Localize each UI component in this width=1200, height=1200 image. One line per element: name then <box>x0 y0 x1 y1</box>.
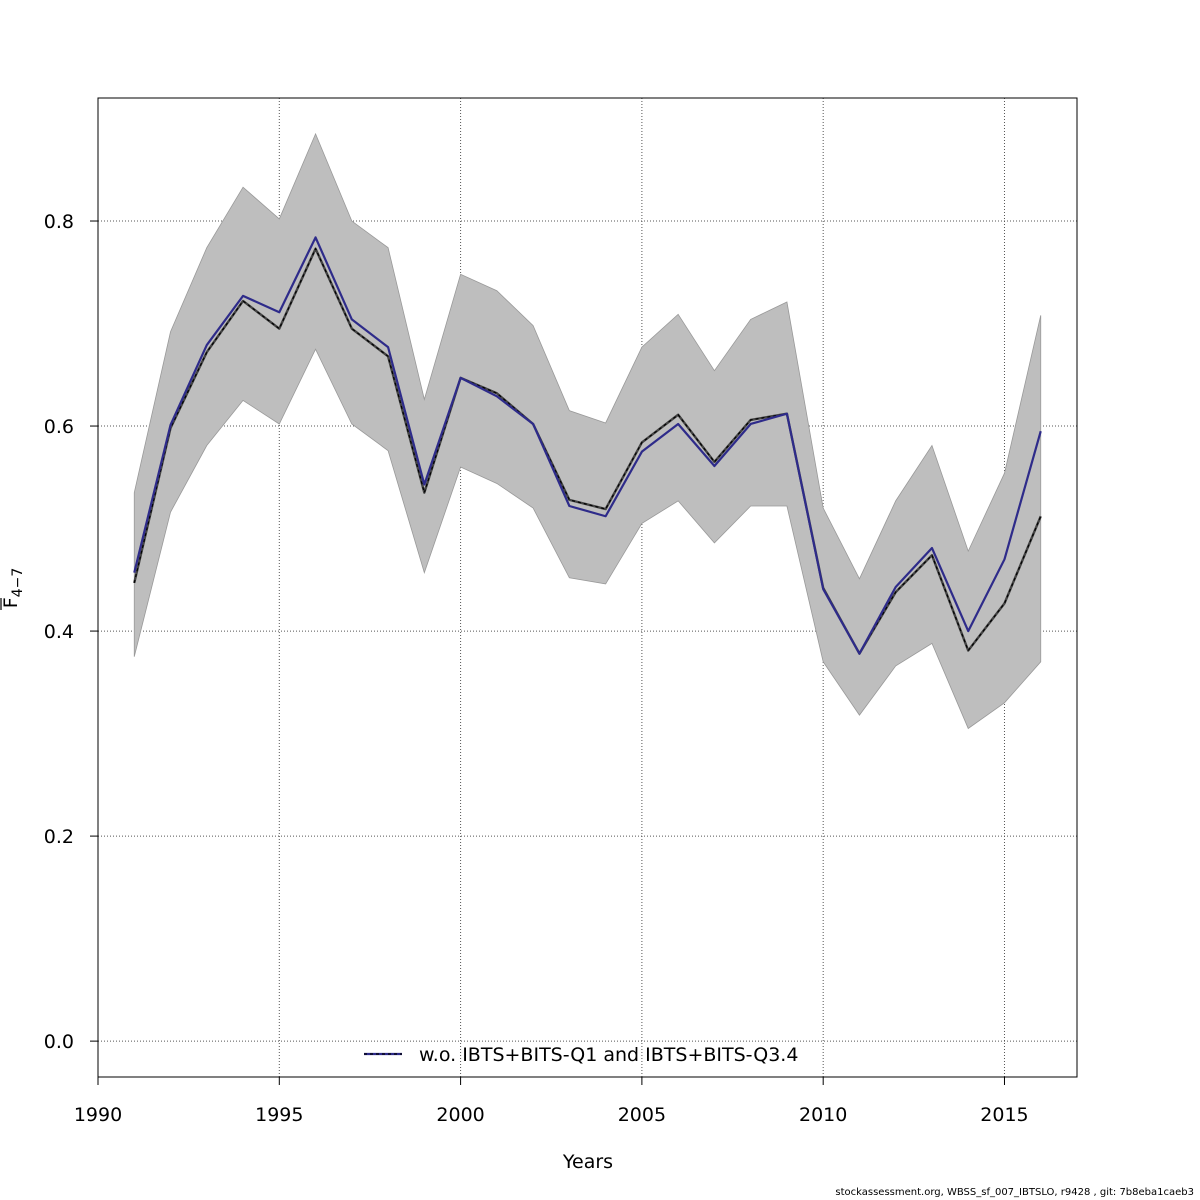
y-axis-title: F4−7 <box>0 568 26 608</box>
y-tick-label: 0.8 <box>44 211 74 233</box>
confidence-band <box>133 132 1042 730</box>
x-tick-label: 2000 <box>436 1104 484 1126</box>
y-tick-label: 0.6 <box>44 416 74 438</box>
x-tick-label: 1990 <box>74 1104 122 1126</box>
series-lines <box>133 236 1042 655</box>
y-axis-title-main: F <box>0 597 22 608</box>
legend: w.o. IBTS+BITS-Q1 and IBTS+BITS-Q3.4 <box>364 1044 798 1066</box>
x-axis: 1990 1995 2000 2005 2010 2015 <box>74 1076 1029 1126</box>
y-axis: 0.0 0.2 0.4 0.6 0.8 <box>44 211 99 1053</box>
y-axis-title-sub: 4−7 <box>10 568 26 598</box>
x-tick-label: 2010 <box>799 1104 847 1126</box>
y-tick-label: 0.0 <box>44 1031 74 1053</box>
y-tick-label: 0.2 <box>44 826 74 848</box>
svg-text:F4−7: F4−7 <box>0 568 26 608</box>
x-tick-label: 1995 <box>255 1104 303 1126</box>
series-line-reference-dashes <box>133 247 1042 655</box>
y-tick-label: 0.4 <box>44 621 74 643</box>
x-tick-label: 2015 <box>980 1104 1028 1126</box>
x-axis-title: Years <box>562 1151 613 1173</box>
footer-note: stockassessment.org, WBSS_sf_007_IBTSLO,… <box>835 1187 1194 1198</box>
legend-label: w.o. IBTS+BITS-Q1 and IBTS+BITS-Q3.4 <box>419 1044 798 1066</box>
x-tick-label: 2005 <box>618 1104 666 1126</box>
series-line-alternative <box>133 236 1042 655</box>
